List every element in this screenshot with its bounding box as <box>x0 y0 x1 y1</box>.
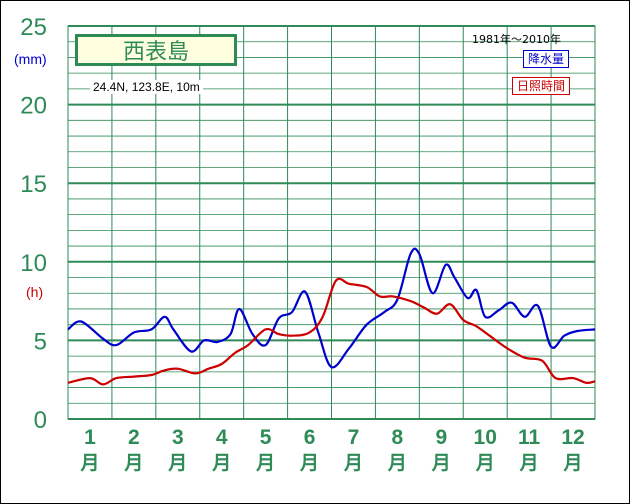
y-tick-label: 10 <box>20 250 47 277</box>
month-suffix-label: 月 <box>519 452 539 474</box>
month-suffix-label: 月 <box>343 452 363 474</box>
sunshine-line <box>67 277 596 386</box>
month-number-label: 8 <box>392 426 404 449</box>
month-number-label: 2 <box>128 426 140 449</box>
y-tick-label: 15 <box>20 171 47 198</box>
month-suffix-label: 月 <box>123 452 143 474</box>
unit-h: (h) <box>26 284 44 300</box>
month-suffix-label: 月 <box>475 452 495 474</box>
month-number-label: 9 <box>435 426 447 449</box>
month-number-label: 6 <box>304 426 316 449</box>
legend-sunshine: 日照時間 <box>512 77 571 95</box>
unit-mm: (mm) <box>14 51 47 67</box>
month-suffix-label: 月 <box>299 452 319 474</box>
month-suffix-label: 月 <box>431 452 451 474</box>
y-tick-label: 5 <box>34 328 47 355</box>
month-number-label: 3 <box>172 426 184 449</box>
month-number-label: 12 <box>561 426 584 449</box>
y-tick-label: 25 <box>20 14 47 41</box>
month-number-label: 10 <box>474 426 497 449</box>
month-suffix-label: 月 <box>211 452 231 474</box>
y-tick-label: 20 <box>20 93 47 120</box>
month-number-label: 11 <box>518 426 541 449</box>
month-number-label: 1 <box>84 426 96 449</box>
month-suffix-label: 月 <box>387 452 407 474</box>
month-number-label: 5 <box>260 426 272 449</box>
month-suffix-label: 月 <box>79 452 99 474</box>
month-number-label: 4 <box>216 426 228 449</box>
month-suffix-label: 月 <box>255 452 275 474</box>
station-coords: 24.4N, 123.8E, 10m <box>90 80 203 94</box>
station-name: 西表島 <box>122 40 189 65</box>
y-tick-label: 0 <box>34 407 47 434</box>
station-name-box: 西表島 <box>75 34 237 66</box>
legend-precipitation: 降水量 <box>523 50 570 68</box>
month-suffix-label: 月 <box>563 452 583 474</box>
precipitation-line <box>67 247 596 369</box>
period-label: 1981年～2010年 <box>472 33 561 46</box>
month-suffix-label: 月 <box>167 452 187 474</box>
month-number-label: 7 <box>348 426 360 449</box>
